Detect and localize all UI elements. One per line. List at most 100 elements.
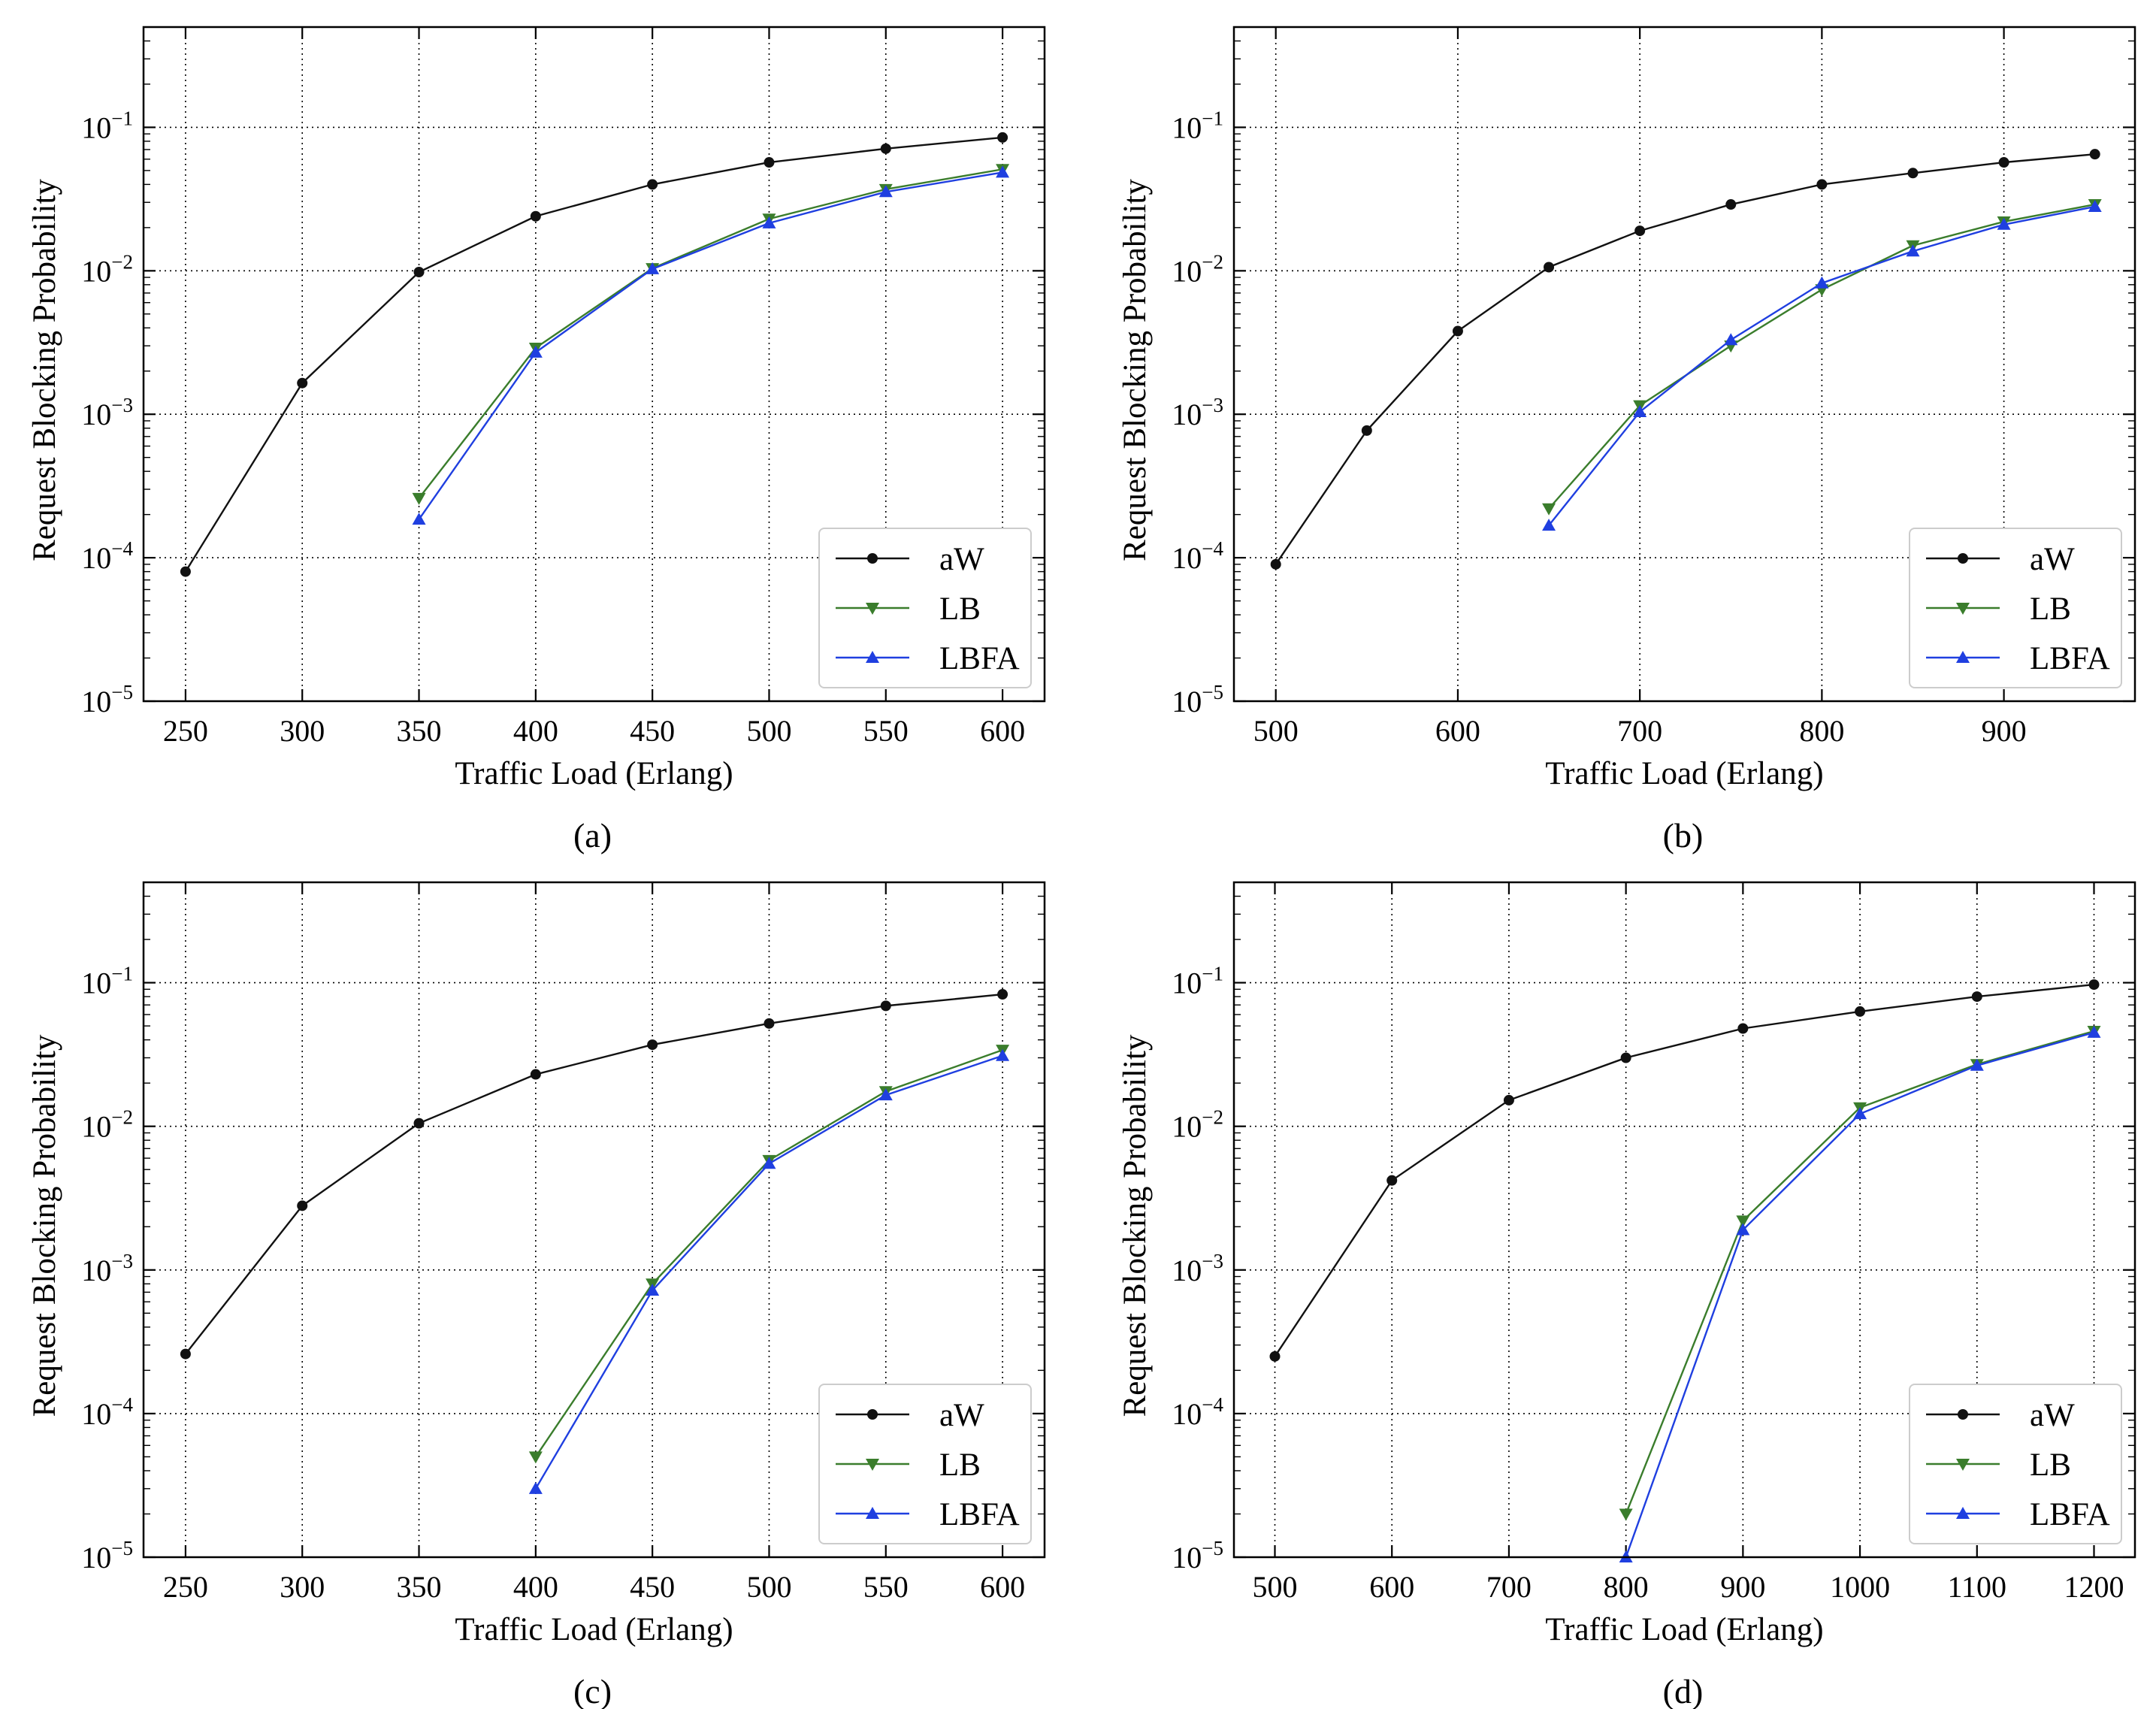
panel-caption: (a) <box>573 816 612 854</box>
data-point-lbfa <box>1970 1058 1984 1071</box>
data-point-lbfa <box>1906 244 1920 257</box>
x-tick-label: 500 <box>746 714 791 748</box>
data-point-aw <box>764 1018 775 1029</box>
data-point-aw <box>530 210 541 222</box>
y-tick-label: 10−3 <box>1172 394 1223 431</box>
data-point-aw <box>297 1200 308 1211</box>
data-point-lb <box>1542 503 1556 516</box>
x-tick-label: 300 <box>280 1570 325 1604</box>
data-point-aw <box>2089 149 2100 160</box>
x-tick-label: 600 <box>1435 714 1480 748</box>
y-tick-label: 10−2 <box>81 1106 133 1144</box>
data-point-lbfa <box>1633 404 1647 417</box>
data-point-lb <box>1736 1215 1750 1228</box>
x-tick-label: 400 <box>513 1570 558 1604</box>
x-tick-label: 1000 <box>1830 1570 1890 1604</box>
x-tick-label: 550 <box>863 1570 909 1604</box>
series-line-lb <box>418 168 1003 499</box>
data-point-aw <box>1361 425 1372 436</box>
data-point-aw <box>1737 1023 1749 1034</box>
data-point-lb <box>528 1451 543 1464</box>
data-point-aw <box>1503 1094 1514 1106</box>
data-point-lbfa <box>2088 199 2102 212</box>
x-tick-label: 600 <box>980 714 1025 748</box>
y-tick-label: 10−5 <box>81 1537 133 1574</box>
legend-label: aW <box>939 542 984 577</box>
data-point-lbfa <box>1542 519 1556 531</box>
data-point-aw <box>880 143 891 154</box>
data-point-aw <box>180 1348 191 1360</box>
y-tick-label: 10−1 <box>1172 963 1223 1000</box>
data-point-aw <box>764 157 775 168</box>
chart-panel: 10−5 10−4 10−3 10−2 10−1 500 600 700 800 900 1000 1… <box>1117 881 2136 1709</box>
legend-label: LB <box>939 591 981 627</box>
legend-box <box>1909 528 2122 688</box>
legend-label: LB <box>2030 591 2071 627</box>
data-point-aw <box>1816 179 1828 190</box>
data-point-lbfa <box>1853 1107 1867 1120</box>
y-tick-label: 10−4 <box>81 1393 133 1431</box>
data-point-lb <box>412 492 426 505</box>
y-tick-label: 10−3 <box>81 1250 133 1287</box>
x-tick-label: 350 <box>397 714 442 748</box>
x-tick-label: 1100 <box>1948 1570 2007 1604</box>
series-line-aw <box>1274 983 2094 1357</box>
data-point-lbfa <box>878 1088 893 1101</box>
legend-label: LBFA <box>2030 1497 2110 1532</box>
legend-marker-lbfa <box>866 1507 879 1519</box>
y-tick-label: 10−5 <box>81 681 133 718</box>
y-tick-label: 10−2 <box>81 250 133 288</box>
legend-box <box>818 1384 1032 1544</box>
panel-caption: (d) <box>1663 1672 1704 1709</box>
data-point-aw <box>413 1118 425 1129</box>
x-tick-label: 500 <box>746 1570 791 1604</box>
x-tick-label: 350 <box>397 1570 442 1604</box>
x-axis-label: Traffic Load (Erlang) <box>1545 756 1823 791</box>
x-tick-label: 800 <box>1604 1570 1649 1604</box>
y-tick-label: 10−2 <box>1172 250 1223 288</box>
data-point-aw <box>880 1000 891 1012</box>
plot-frame <box>1232 26 2136 703</box>
y-axis-label: Request Blocking Probability <box>27 179 62 561</box>
data-point-aw <box>1998 157 2009 168</box>
data-point-aw <box>180 566 191 577</box>
x-tick-label: 500 <box>1253 1570 1298 1604</box>
x-tick-label: 400 <box>513 714 558 748</box>
legend-marker-lbfa <box>1956 651 1970 663</box>
x-tick-label: 700 <box>1486 1570 1532 1604</box>
legend-marker-aw <box>867 1409 878 1420</box>
data-point-lbfa <box>528 345 543 358</box>
data-point-lbfa <box>1736 1223 1750 1236</box>
data-point-aw <box>1620 1052 1631 1063</box>
data-point-aw <box>1907 168 1919 179</box>
data-point-lb <box>1619 1508 1633 1521</box>
y-tick-label: 10−3 <box>1172 1250 1223 1287</box>
x-axis-label: Traffic Load (Erlang) <box>1545 1612 1823 1647</box>
legend-marker-lb <box>866 1459 879 1471</box>
x-tick-label: 250 <box>163 1570 208 1604</box>
legend-label: LB <box>939 1447 981 1483</box>
y-tick-label: 10−4 <box>81 537 133 575</box>
data-point-aw <box>997 132 1008 143</box>
y-tick-label: 10−4 <box>1172 1393 1223 1431</box>
data-point-lbfa <box>996 1048 1010 1061</box>
x-tick-label: 500 <box>1253 714 1299 748</box>
series-line-aw <box>184 993 1003 1355</box>
data-point-lbfa <box>2087 1025 2101 1038</box>
data-point-lbfa <box>1997 217 2011 230</box>
legend-marker-aw <box>1958 1409 1968 1420</box>
chart-panel: 10−5 10−4 10−3 10−2 10−1 500 600 700 800 900 aW LB L… <box>1117 26 2136 854</box>
y-tick-label: 10−2 <box>1172 1106 1223 1144</box>
data-point-lbfa <box>1815 276 1829 289</box>
x-tick-label: 450 <box>630 714 675 748</box>
chart-panel: 10−5 10−4 10−3 10−2 10−1 250 300 350 400 450 500 55… <box>27 26 1046 854</box>
y-axis-label: Request Blocking Probability <box>27 1034 62 1417</box>
data-point-aw <box>530 1069 541 1080</box>
x-tick-label: 700 <box>1617 714 1662 748</box>
y-tick-label: 10−5 <box>1172 1537 1223 1574</box>
data-point-aw <box>1452 325 1463 337</box>
data-point-lbfa <box>878 185 893 198</box>
plot-frame <box>1232 881 2136 1559</box>
plot-frame <box>142 26 1046 703</box>
